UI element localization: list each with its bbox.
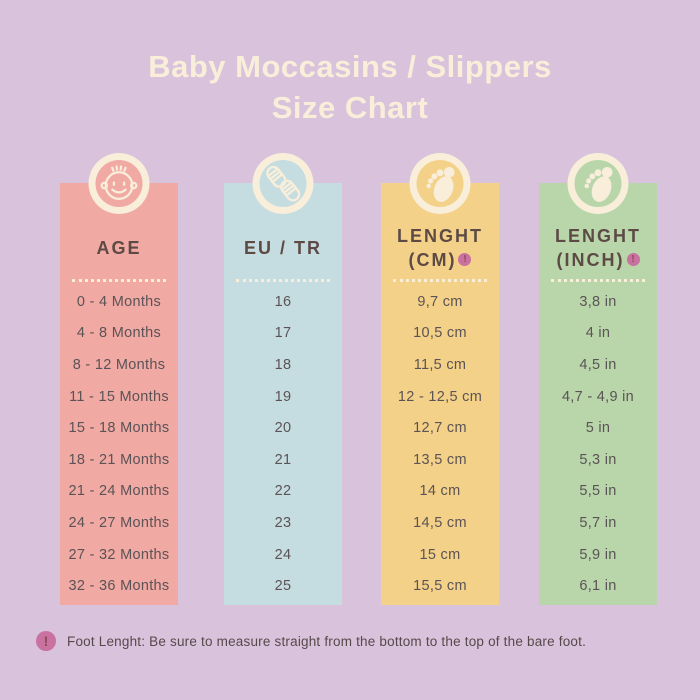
table-cell: 32 - 36 Months [68, 578, 170, 595]
length-inch-header-line1: LENGHT [555, 226, 641, 246]
table-cell: 10,5 cm [413, 325, 467, 342]
eu-tr-column: EU / TR 16 17 18 19 20 21 22 23 24 25 [224, 153, 342, 605]
dotted-divider [393, 279, 487, 282]
footnote: ! Foot Lenght: Be sure to measure straig… [36, 631, 586, 651]
table-cell: 12 - 12,5 cm [397, 388, 483, 405]
baby-face-icon [88, 153, 150, 214]
age-header-label: AGE [96, 238, 142, 258]
table-cell: 5,3 in [579, 451, 617, 468]
table-cell: 4,5 in [579, 356, 617, 373]
footprint-icon-inner [574, 160, 622, 207]
table-cell: 4 - 8 Months [76, 325, 162, 342]
foot-length-warning-icon: ! [458, 253, 472, 266]
length-inch-values-list: 3,8 in 4 in 4,5 in 4,7 - 4,9 in 5 in 5,3 in 5,… [539, 286, 657, 602]
baby-booties-icon [252, 153, 314, 214]
table-cell: 6,1 in [579, 578, 617, 595]
length-inch-header-line2: (INCH) [556, 250, 625, 270]
baby-face-icon-inner [95, 160, 143, 207]
table-cell: 0 - 4 Months [76, 293, 162, 310]
table-cell: 3,8 in [579, 293, 617, 310]
exclamation-icon: ! [36, 631, 56, 651]
table-cell: 14 cm [419, 483, 461, 500]
footprint-icon [567, 153, 629, 214]
footprint-icon-inner [416, 160, 464, 207]
foot-length-warning-icon: ! [626, 253, 640, 266]
footprint-icon [409, 153, 471, 214]
length-cm-header-line1: LENGHT [397, 226, 483, 246]
table-cell: 22 [274, 483, 292, 500]
table-cell: 19 [274, 388, 292, 405]
length-inch-header-line2-wrap: (INCH)! [557, 248, 640, 272]
table-cell: 5,9 in [579, 546, 617, 563]
length-cm-header-line2: (CM) [408, 250, 457, 270]
table-cell: 15,5 cm [413, 578, 467, 595]
footnote-text: Foot Lenght: Be sure to measure straight… [67, 633, 587, 649]
table-cell: 14,5 cm [413, 514, 467, 531]
dotted-divider [72, 279, 166, 282]
table-cell: 5 in [585, 420, 611, 437]
table-cell: 17 [274, 325, 292, 342]
table-cell: 23 [274, 514, 292, 531]
table-cell: 9,7 cm [417, 293, 463, 310]
page-title: Baby Moccasins / Slippers Size Chart [0, 46, 700, 128]
table-cell: 5,7 in [579, 514, 617, 531]
table-cell: 24 [274, 546, 292, 563]
length-cm-column-header: LENGHT (CM)! [381, 219, 499, 277]
table-cell: 21 [274, 451, 292, 468]
table-cell: 4,7 - 4,9 in [561, 388, 635, 405]
table-cell: 16 [274, 293, 292, 310]
eu-tr-header-label: EU / TR [243, 238, 322, 258]
table-cell: 13,5 cm [413, 451, 467, 468]
title-line-1: Baby Moccasins / Slippers [148, 49, 552, 84]
length-cm-header-line2-wrap: (CM)! [409, 248, 472, 272]
eu-tr-values-list: 16 17 18 19 20 21 22 23 24 25 [224, 286, 342, 602]
length-cm-values-list: 9,7 cm 10,5 cm 11,5 cm 12 - 12,5 cm 12,7 cm 1… [381, 286, 499, 602]
table-cell: 15 cm [419, 546, 461, 563]
table-cell: 12,7 cm [413, 420, 467, 437]
dotted-divider [551, 279, 645, 282]
table-cell: 18 - 21 Months [68, 451, 170, 468]
table-cell: 4 in [585, 325, 611, 342]
table-cell: 11 - 15 Months [69, 388, 169, 405]
table-cell: 24 - 27 Months [68, 514, 170, 531]
table-cell: 20 [274, 420, 292, 437]
age-column: AGE 0 - 4 Months 4 - 8 Months 8 - 12 Month… [60, 153, 178, 605]
table-cell: 8 - 12 Months [72, 356, 166, 373]
table-cell: 15 - 18 Months [68, 420, 170, 437]
table-cell: 5,5 in [579, 483, 617, 500]
table-cell: 21 - 24 Months [68, 483, 170, 500]
dotted-divider [236, 279, 330, 282]
length-inch-column-header: LENGHT (INCH)! [539, 219, 657, 277]
age-values-list: 0 - 4 Months 4 - 8 Months 8 - 12 Months 11 … [60, 286, 178, 602]
length-inch-column: LENGHT (INCH)! 3,8 in 4 in 4,5 in 4,7 - 4,9… [539, 153, 657, 605]
table-cell: 27 - 32 Months [68, 546, 170, 563]
title-line-2: Size Chart [271, 90, 429, 125]
baby-booties-icon-inner [259, 160, 307, 207]
table-cell: 11,5 cm [413, 356, 467, 373]
age-column-header: AGE [60, 219, 178, 277]
table-cell: 18 [274, 356, 292, 373]
length-cm-column: LENGHT (CM)! 9,7 cm 10,5 cm 11,5 cm 12 - 12… [381, 153, 499, 605]
table-cell: 25 [274, 578, 292, 595]
eu-tr-column-header: EU / TR [224, 219, 342, 277]
